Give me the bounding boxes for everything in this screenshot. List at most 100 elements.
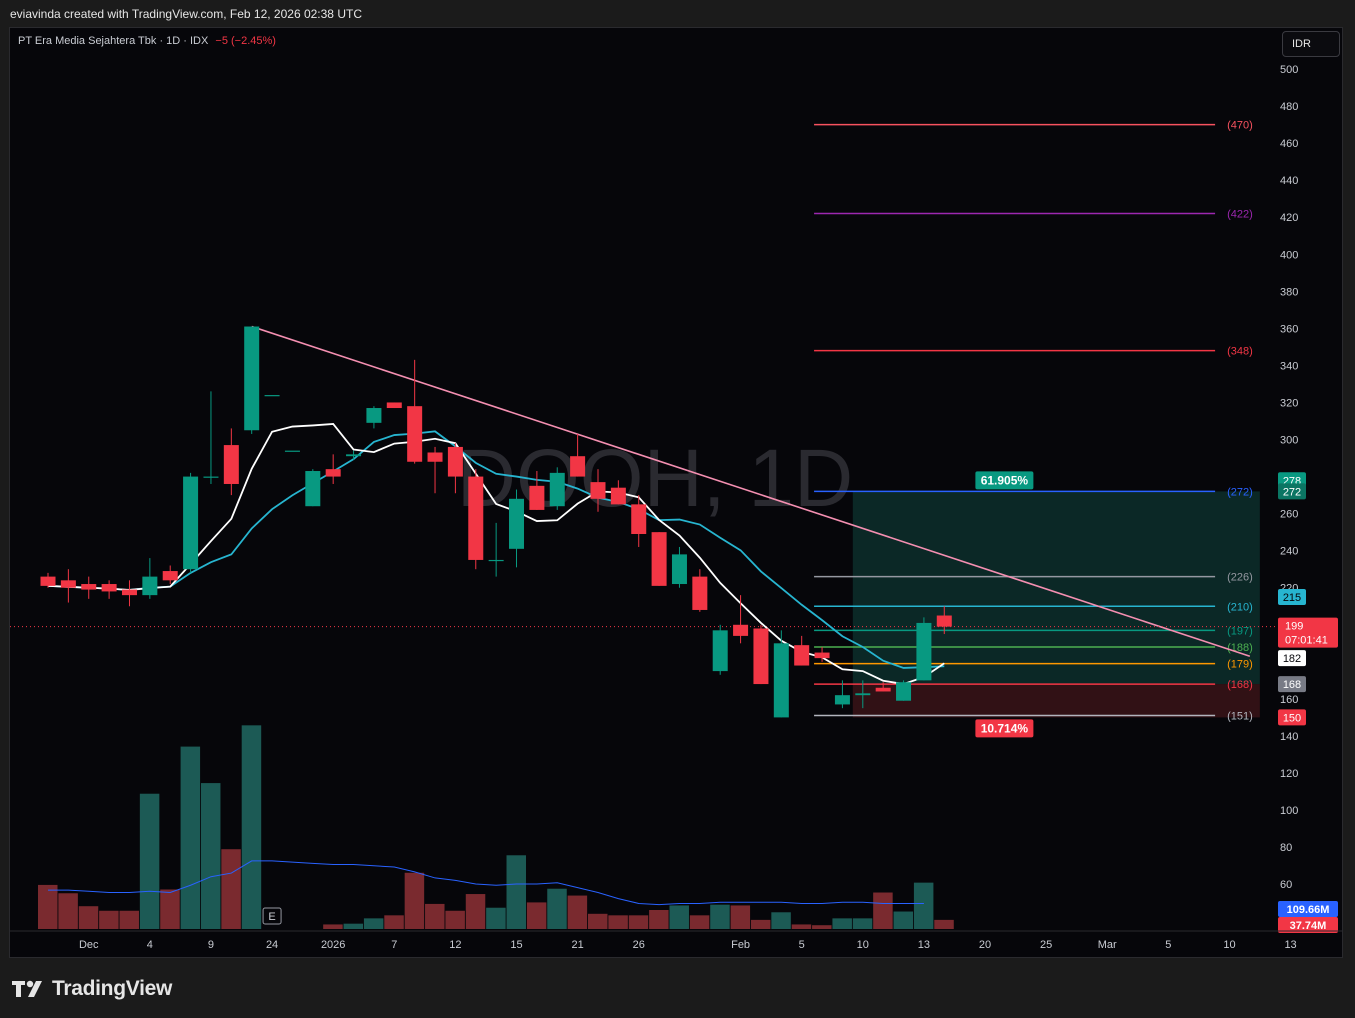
volume-bar bbox=[873, 892, 893, 929]
volume-bar bbox=[628, 915, 649, 929]
candle-body[interactable] bbox=[936, 615, 952, 627]
trendline[interactable] bbox=[251, 325, 1251, 658]
candle-body[interactable] bbox=[40, 576, 56, 586]
y-tick-label: 360 bbox=[1280, 323, 1298, 335]
candle-body[interactable] bbox=[386, 402, 402, 409]
price-level-label: (470) bbox=[1227, 120, 1253, 132]
candle-body[interactable] bbox=[712, 630, 728, 672]
price-badge-label: 272 bbox=[1283, 486, 1301, 498]
candle-body[interactable] bbox=[610, 487, 626, 505]
footer-bar bbox=[0, 958, 1355, 1018]
candle-body[interactable] bbox=[488, 559, 504, 562]
volume-bar bbox=[649, 910, 669, 929]
candle-body[interactable] bbox=[590, 482, 606, 499]
candle-body[interactable] bbox=[101, 584, 117, 592]
candle-body[interactable] bbox=[142, 576, 158, 596]
x-tick-label: Feb bbox=[731, 939, 750, 951]
candle-body[interactable] bbox=[223, 445, 239, 484]
price-level-label: (210) bbox=[1227, 601, 1253, 613]
price-level-label: (226) bbox=[1227, 572, 1253, 584]
candle-body[interactable] bbox=[447, 446, 463, 477]
candle-body[interactable] bbox=[427, 452, 443, 462]
candle-body[interactable] bbox=[875, 687, 891, 692]
countdown-label: 07:01:41 bbox=[1285, 635, 1328, 647]
volume-bar bbox=[384, 915, 404, 929]
candle-body[interactable] bbox=[916, 622, 932, 681]
candle-body[interactable] bbox=[773, 643, 789, 718]
price-chart[interactable]: DOOH, 1D(470)(422)(348)(272)(226)(210)(1… bbox=[10, 28, 1342, 957]
volume-bar bbox=[689, 915, 710, 929]
candle-body[interactable] bbox=[183, 476, 199, 570]
candle-body[interactable] bbox=[692, 576, 708, 610]
candle-body[interactable] bbox=[855, 693, 871, 696]
y-tick-label: 460 bbox=[1280, 138, 1298, 150]
candle-body[interactable] bbox=[834, 695, 850, 705]
candle-body[interactable] bbox=[814, 652, 830, 659]
x-tick-label: 21 bbox=[571, 939, 583, 951]
candle-body[interactable] bbox=[671, 554, 687, 585]
tradingview-logo-text: TradingView bbox=[52, 977, 173, 1000]
candle-body[interactable] bbox=[305, 471, 321, 507]
candle-body[interactable] bbox=[366, 408, 382, 423]
stop-percent-badge bbox=[975, 719, 1034, 738]
target-percent-badge bbox=[975, 471, 1034, 490]
candle-body[interactable] bbox=[570, 456, 586, 477]
volume-badge bbox=[1278, 901, 1338, 917]
x-tick-label: 10 bbox=[857, 939, 869, 951]
volume-bar bbox=[38, 884, 58, 929]
candle-body[interactable] bbox=[733, 624, 749, 636]
candle-body[interactable] bbox=[264, 395, 280, 397]
price-level-label: (168) bbox=[1227, 679, 1253, 691]
candle-body[interactable] bbox=[244, 326, 260, 431]
y-tick-label: 500 bbox=[1280, 64, 1298, 76]
position-stop-zone[interactable] bbox=[852, 684, 1260, 718]
y-tick-label: 140 bbox=[1280, 731, 1298, 743]
candle-body[interactable] bbox=[631, 504, 647, 535]
currency-button[interactable]: IDR bbox=[1282, 31, 1340, 57]
candle-body[interactable] bbox=[753, 628, 769, 685]
candle-body[interactable] bbox=[346, 454, 362, 457]
credit-text: eviavinda created with TradingView.com, … bbox=[10, 7, 362, 21]
tradingview-logo[interactable]: TradingView bbox=[12, 977, 172, 1001]
candle-body[interactable] bbox=[121, 589, 137, 596]
volume-badge-label: 37.74M bbox=[1290, 920, 1327, 932]
y-tick-label: 440 bbox=[1280, 175, 1298, 187]
price-level-label: (422) bbox=[1227, 209, 1253, 221]
position-target-zone[interactable] bbox=[852, 491, 1260, 685]
x-tick-label: 5 bbox=[799, 939, 805, 951]
candle-body[interactable] bbox=[60, 580, 76, 588]
candle-body[interactable] bbox=[794, 645, 810, 666]
price-badge-label: 150 bbox=[1283, 712, 1301, 724]
earnings-event-marker[interactable] bbox=[262, 907, 282, 925]
candle-body[interactable] bbox=[896, 682, 912, 701]
price-change: −5 (−2.45%) bbox=[215, 35, 276, 47]
y-tick-label: 260 bbox=[1280, 509, 1298, 521]
candle-body[interactable] bbox=[162, 571, 178, 581]
candle-body[interactable] bbox=[549, 472, 565, 507]
x-tick-label: 25 bbox=[1040, 939, 1052, 951]
volume-bar bbox=[832, 918, 852, 929]
price-badge-label: 168 bbox=[1283, 679, 1301, 691]
candle-body[interactable] bbox=[509, 498, 525, 549]
y-tick-label: 80 bbox=[1280, 842, 1292, 854]
candle-body[interactable] bbox=[651, 532, 667, 586]
candle-body[interactable] bbox=[407, 406, 423, 462]
y-tick-label: 240 bbox=[1280, 546, 1298, 558]
volume-ma-line bbox=[48, 860, 924, 906]
volume-bar bbox=[506, 855, 527, 929]
candle-body[interactable] bbox=[529, 485, 545, 510]
volume-bar bbox=[221, 849, 241, 929]
price-badge bbox=[1278, 676, 1306, 693]
volume-bar bbox=[526, 902, 547, 929]
volume-bar bbox=[771, 912, 791, 929]
candle-body[interactable] bbox=[203, 476, 219, 478]
volume-bar bbox=[710, 904, 730, 929]
volume-bar bbox=[99, 910, 119, 929]
candle-body[interactable] bbox=[468, 476, 484, 560]
candle-body[interactable] bbox=[325, 469, 341, 477]
price-badge bbox=[1278, 483, 1306, 500]
candle-body[interactable] bbox=[284, 450, 300, 452]
price-level-label: (179) bbox=[1227, 659, 1253, 671]
price-badge bbox=[1278, 709, 1306, 726]
candle-body[interactable] bbox=[81, 584, 97, 590]
